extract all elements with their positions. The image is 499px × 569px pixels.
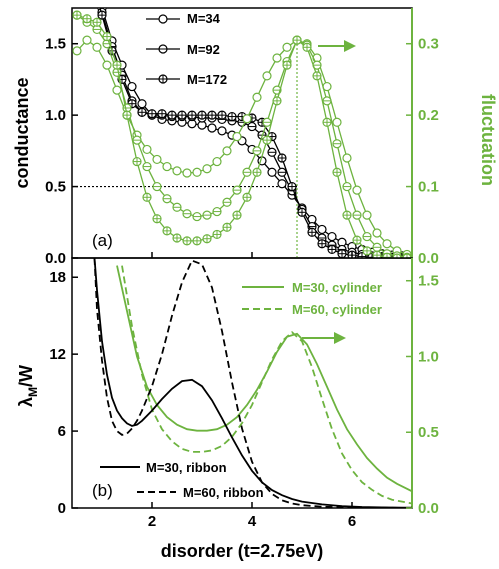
series-a-3-point-31 bbox=[382, 239, 392, 249]
b-y2tick-label-0: 0.0 bbox=[418, 500, 439, 517]
series-a-3-point-0 bbox=[72, 46, 82, 56]
panel-a-frame bbox=[71, 7, 413, 259]
b-y2tick-label-1: 0.5 bbox=[418, 424, 439, 441]
series-a-3-point-1 bbox=[82, 35, 92, 45]
series-a-3-point-12 bbox=[192, 167, 202, 177]
b-y2tick-label-2: 1.0 bbox=[418, 348, 439, 365]
xtick-label-0: 2 bbox=[148, 513, 156, 530]
series-a-0-point-21 bbox=[277, 179, 287, 189]
series-a-3-point-19 bbox=[262, 71, 272, 81]
series-a-2-line bbox=[99, 8, 403, 258]
series-a-0-point-7 bbox=[137, 99, 147, 109]
series-a-3-point-21 bbox=[282, 42, 292, 52]
panel-a-label: (a) bbox=[92, 231, 113, 250]
b-ytick-label-0: 0 bbox=[58, 500, 66, 517]
legend-a-label-2: M=92 bbox=[187, 42, 220, 57]
a-y2tick-label-2: 0.2 bbox=[418, 107, 439, 124]
panel-b-legend: M=30, cylinder M=60, cylinder M=30, ribb… bbox=[100, 280, 382, 500]
series-a-3-point-13 bbox=[202, 164, 212, 174]
panel-a-legend: M=34 M=92 M=172 bbox=[146, 11, 227, 87]
legend-a-label-1: M=34 bbox=[187, 11, 221, 26]
b-ytick-label-2: 12 bbox=[49, 346, 66, 363]
series-a-0-point-15 bbox=[217, 126, 227, 136]
b-ytick-label-1: 6 bbox=[58, 423, 66, 440]
series-a-3-point-9 bbox=[162, 161, 172, 172]
series-a-0-point-6 bbox=[127, 81, 137, 92]
series-a-3-point-27 bbox=[342, 153, 352, 163]
x-axis-label: disorder (t=2.75eV) bbox=[161, 541, 324, 561]
xtick-label-1: 4 bbox=[248, 513, 257, 530]
series-a-3-point-7 bbox=[142, 144, 152, 155]
xtick-label-2: 6 bbox=[348, 513, 356, 530]
legend-b-label-2: M=60, cylinder bbox=[292, 302, 382, 317]
panel-a-series bbox=[72, 8, 412, 258]
series-a-3-point-29 bbox=[362, 210, 372, 220]
series-a-3-point-28 bbox=[352, 185, 362, 195]
series-a-3-point-4 bbox=[112, 85, 122, 95]
a-ytick-label-0: 0.0 bbox=[45, 250, 66, 267]
series-a-5-line bbox=[76, 14, 407, 258]
series-a-1-line bbox=[100, 8, 403, 258]
series-b-0-line bbox=[116, 265, 412, 493]
series-a-3-point-8 bbox=[152, 154, 162, 165]
series-a-0-point-20 bbox=[267, 167, 277, 177]
series-a-0-point-26 bbox=[327, 231, 337, 242]
series-a-3-point-11 bbox=[182, 168, 192, 178]
panel-a: 0.0 0.5 1.0 1.5 0.0 0.1 0.2 0.3 (a) conductance… bbox=[12, 7, 498, 267]
legend-b-label-4: M=60, ribbon bbox=[183, 485, 264, 500]
x-axis-ticks: 2 4 6 bbox=[148, 502, 356, 530]
b-y2tick-label-3: 1.5 bbox=[418, 273, 439, 290]
a-ytick-label-2: 1.0 bbox=[45, 107, 66, 124]
panel-b-arrow bbox=[302, 332, 346, 344]
panel-a-arrow bbox=[318, 40, 356, 52]
b-ytick-label-3: 18 bbox=[49, 269, 66, 286]
legend-b-label-3: M=30, ribbon bbox=[146, 460, 227, 475]
a-y2tick-label-3: 0.3 bbox=[418, 36, 439, 53]
series-a-3-point-10 bbox=[172, 166, 182, 176]
a-ytick-label-3: 1.5 bbox=[45, 36, 66, 53]
panel-a-guides bbox=[72, 38, 298, 258]
panel-b: 0 6 12 18 0.0 0.5 1.0 1.5 (b) λM/W M=30, cylind… bbox=[16, 257, 439, 517]
a-ytick-label-1: 0.5 bbox=[45, 179, 66, 196]
series-a-3-point-15 bbox=[222, 146, 232, 156]
a-y2tick-label-0: 0.0 bbox=[418, 250, 439, 267]
panel-a-ticks: 0.0 0.5 1.0 1.5 0.0 0.1 0.2 0.3 bbox=[45, 36, 439, 267]
series-a-4-line bbox=[76, 14, 408, 258]
series-a-3-point-16 bbox=[232, 131, 242, 142]
series-a-3-point-3 bbox=[102, 60, 112, 70]
panel-b-ylabel: λM/W bbox=[16, 365, 40, 407]
series-a-3-point-17 bbox=[242, 114, 252, 124]
legend-b-label-1: M=30, cylinder bbox=[292, 280, 382, 295]
series-a-0-point-25 bbox=[317, 224, 327, 235]
series-a-3-point-26 bbox=[332, 117, 342, 127]
series-a-3-point-20 bbox=[272, 53, 282, 63]
series-a-3-line bbox=[76, 39, 408, 256]
series-b-3-line bbox=[93, 258, 412, 508]
panel-a-y2label: fluctuation bbox=[478, 94, 498, 186]
series-a-3-point-30 bbox=[372, 228, 382, 238]
a-y2tick-label-1: 0.1 bbox=[418, 179, 439, 196]
panel-b-ticks: 0 6 12 18 0.0 0.5 1.0 1.5 bbox=[49, 269, 439, 517]
panel-a-ylabel: conductance bbox=[12, 77, 32, 188]
series-b-1-line bbox=[121, 265, 412, 505]
series-a-3-point-2 bbox=[92, 42, 102, 52]
legend-a-marker-0 bbox=[158, 14, 168, 24]
series-a-3-point-18 bbox=[252, 92, 262, 102]
panel-b-label: (b) bbox=[92, 481, 113, 500]
series-a-3-point-14 bbox=[212, 156, 222, 167]
panel-b-series bbox=[93, 258, 412, 508]
legend-a-label-3: M=172 bbox=[187, 72, 227, 87]
series-b-2-line bbox=[93, 258, 412, 508]
series-a-0-point-14 bbox=[207, 123, 217, 133]
